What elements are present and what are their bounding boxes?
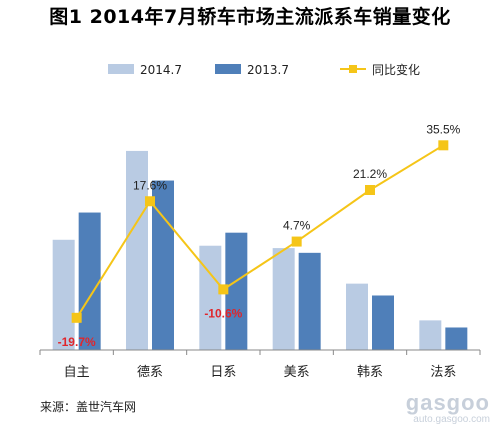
bar-2014-2 — [199, 245, 222, 350]
legend-line-marker — [349, 65, 357, 73]
bar-2014-1 — [126, 150, 148, 350]
legend-label: 2013.7 — [247, 63, 289, 77]
watermark-url: auto.gasgoo.com — [413, 414, 490, 425]
legend-swatch-2014.7 — [108, 64, 134, 74]
yoy-point-3 — [291, 236, 302, 247]
yoy-point-1 — [145, 196, 155, 207]
legend-label: 同比变化 — [372, 62, 420, 77]
bar-group — [52, 150, 468, 350]
yoy-data-label: -10.6% — [204, 306, 242, 320]
yoy-data-label: 35.5% — [426, 122, 460, 136]
x-tick-label: 德系 — [137, 365, 163, 380]
yoy-point-2 — [218, 284, 229, 295]
bar-2013-3 — [298, 252, 321, 350]
x-tick-label: 韩系 — [357, 365, 383, 380]
yoy-line — [75, 144, 444, 319]
yoy-data-label: -19.7% — [58, 335, 96, 349]
bar-2013-2 — [225, 232, 248, 350]
watermark: gasgoo auto.gasgoo.com — [405, 390, 490, 426]
chart-legend: 2014.7 2013.7 同比变化 — [108, 62, 420, 77]
bar-2013-5 — [445, 327, 468, 350]
bar-2013-0 — [78, 212, 101, 350]
bar-2014-5 — [419, 320, 442, 350]
x-axis: 自主 德系 日系 美系 韩系 法系 — [39, 349, 481, 380]
bar-2014-3 — [272, 248, 295, 350]
bar-2014-0 — [52, 239, 75, 350]
source-note: 来源：盖世汽车网 — [40, 400, 137, 414]
line-group: -19.7% 17.6% -10.6% 4.7% 21.2% 35.5% — [58, 122, 461, 349]
yoy-point-5 — [438, 140, 449, 151]
watermark-logo: gasgoo — [405, 390, 490, 415]
yoy-point-4 — [365, 185, 375, 195]
legend-swatch-2013.7 — [215, 64, 241, 74]
x-tick-label: 法系 — [430, 365, 456, 380]
bar-2013-4 — [372, 295, 394, 350]
yoy-data-label: 17.6% — [133, 178, 167, 192]
yoy-data-label: 21.2% — [353, 167, 387, 181]
x-tick-label: 日系 — [210, 365, 236, 380]
bar-2013-1 — [152, 180, 174, 350]
yoy-data-label: 4.7% — [283, 219, 311, 233]
x-tick-label: 美系 — [284, 365, 310, 380]
x-tick-label: 自主 — [64, 365, 90, 380]
bar-2014-4 — [346, 283, 368, 350]
legend-label: 2014.7 — [140, 63, 182, 77]
chart-title: 图1 2014年7月轿车市场主流派系车销量变化 — [49, 6, 451, 28]
yoy-point-0 — [71, 312, 82, 323]
